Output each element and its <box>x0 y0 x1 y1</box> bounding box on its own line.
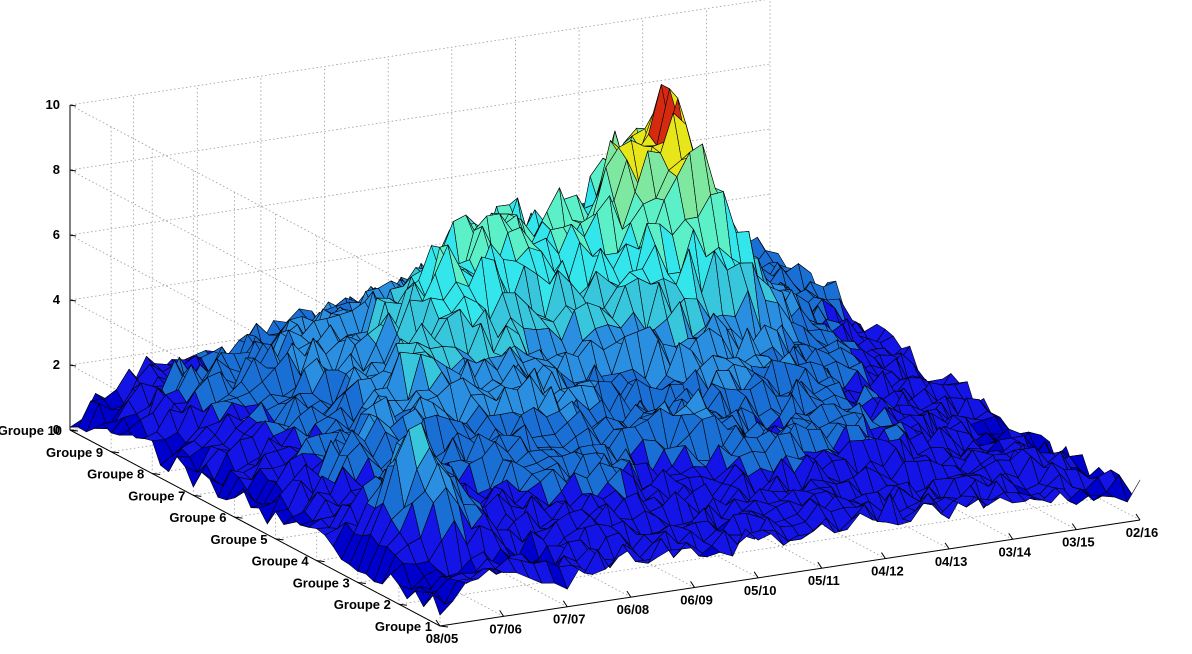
x-tick <box>1135 513 1141 521</box>
y-tick-label: Groupe 9 <box>46 445 103 460</box>
x-tick-label: 03/15 <box>1062 535 1095 550</box>
x-tick-label: 03/14 <box>998 544 1031 559</box>
x-tick-label: 04/13 <box>935 554 968 569</box>
x-tick <box>690 581 695 588</box>
x-tick <box>1008 532 1014 540</box>
y-tick <box>152 473 161 476</box>
y-tick-label: Groupe 6 <box>169 510 226 525</box>
y-tick-label: Groupe 8 <box>87 467 144 482</box>
surface-layer <box>69 84 1141 616</box>
x-tick <box>1071 523 1077 530</box>
z-tick <box>69 299 77 302</box>
x-tick <box>881 552 886 559</box>
x-tick-label: 07/07 <box>553 612 586 627</box>
z-tick <box>69 364 77 367</box>
y-tick-label: Groupe 5 <box>210 532 267 547</box>
x-tick-label: 05/10 <box>744 583 777 598</box>
x-tick <box>499 610 505 617</box>
y-tick-label: Groupe 10 <box>0 423 62 438</box>
z-tick-label: 2 <box>53 357 60 372</box>
x-tick-label: 04/12 <box>871 564 904 579</box>
y-tick <box>234 516 243 519</box>
y-tick <box>398 603 407 606</box>
x-tick-label: 06/08 <box>617 602 650 617</box>
x-tick-label: 02/16 <box>1126 525 1159 540</box>
y-tick <box>193 494 202 497</box>
y-tick-label: Groupe 4 <box>252 554 310 569</box>
x-tick-label: 07/06 <box>489 621 522 636</box>
z-tick-label: 0 <box>53 422 60 437</box>
z-tick-label: 8 <box>53 162 60 177</box>
z-tick <box>69 234 77 237</box>
x-tick <box>562 600 568 608</box>
z-tick-label: 10 <box>46 97 60 112</box>
x-tick <box>753 571 759 579</box>
axis-layer: 0 2 4 6 8 10 08/05 07/06 07/07 06/08 06/09 05/10 05/… <box>0 97 1158 646</box>
y-tick-label: Groupe 2 <box>334 597 391 612</box>
y-tick <box>316 560 325 563</box>
surface-face <box>1118 474 1141 503</box>
y-tick <box>357 581 366 584</box>
x-tick <box>944 542 950 550</box>
y-tick <box>275 538 284 541</box>
y-tick <box>69 429 79 432</box>
x-tick <box>626 590 632 598</box>
y-tick-label: Groupe 7 <box>128 488 185 503</box>
y-tick <box>111 451 120 454</box>
z-tick-label: 6 <box>53 227 60 242</box>
y-tick <box>439 625 449 628</box>
z-tick-label: 4 <box>53 292 61 307</box>
y-tick-label: Groupe 3 <box>293 575 350 590</box>
x-tick-label: 05/11 <box>808 573 840 588</box>
x-tick-label: 06/09 <box>680 592 713 607</box>
x-tick <box>817 561 823 569</box>
x-tick-label: 08/05 <box>426 631 459 646</box>
x-tick <box>435 619 441 627</box>
y-tick-label: Groupe 1 <box>375 619 432 634</box>
z-tick <box>69 169 77 172</box>
z-tick <box>69 104 77 107</box>
